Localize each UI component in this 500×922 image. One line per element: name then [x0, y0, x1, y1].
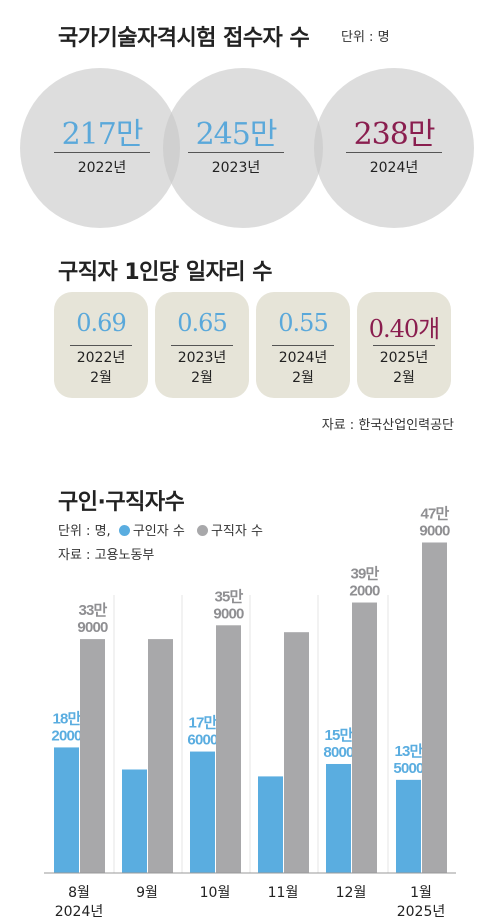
divider — [188, 152, 284, 153]
bar-job-offers — [258, 776, 283, 873]
data-label: 9000 — [419, 522, 450, 539]
divider — [373, 345, 435, 346]
x-tick-label: 11월 — [268, 885, 299, 901]
exam-applicants-unit: 단위 : 명 — [341, 30, 390, 45]
bar-job-seekers — [148, 639, 173, 873]
data-label: 17만 — [188, 715, 217, 732]
data-label: 5000 — [393, 760, 424, 777]
legend-label-seekers: 구직자 수 — [210, 524, 263, 539]
bar-job-offers — [326, 763, 351, 873]
legend-dot-seekers — [196, 525, 208, 536]
bar-job-offers — [54, 747, 79, 873]
x-tick-year-label: 2025년 — [397, 904, 446, 920]
bar-chart: 18만200033만90008월2024년9월17만600035만900010월… — [44, 505, 456, 920]
x-tick-label: 10월 — [200, 885, 231, 901]
data-label: 2000 — [51, 727, 82, 744]
data-label: 18만 — [52, 710, 81, 727]
ratio-2025-date: 2025년 2월 — [379, 350, 429, 386]
circle-2022 — [20, 68, 180, 228]
bar-job-seekers — [284, 632, 309, 873]
chart-title: 구인·구직자수 — [58, 490, 185, 515]
divider — [346, 152, 442, 153]
ratio-2022-value: 0.69 — [76, 309, 126, 337]
divider — [70, 345, 132, 346]
x-tick-label: 9월 — [136, 885, 158, 901]
bar-job-seekers — [422, 542, 447, 873]
applicants-2024-year: 2024년 — [369, 160, 419, 176]
data-label: 33만 — [78, 602, 107, 619]
data-label: 9000 — [77, 619, 108, 636]
legend-label-offers: 구인자 수 — [132, 524, 185, 539]
divider — [171, 345, 233, 346]
x-tick-label: 1월 — [410, 885, 432, 901]
data-label: 2000 — [349, 583, 380, 600]
data-label: 9000 — [213, 605, 244, 622]
applicants-2023-value: 245만 — [195, 117, 278, 152]
divider — [272, 345, 334, 346]
data-label: 47만 — [420, 505, 449, 522]
data-label: 15만 — [324, 727, 353, 744]
bar-job-seekers — [352, 602, 377, 873]
ratio-2024-date: 2024년 2월 — [278, 350, 328, 386]
x-tick-year-label: 2024년 — [55, 904, 104, 920]
applicants-2024-value: 238만 — [353, 117, 436, 152]
chart-source: 자료 : 고용노동부 — [58, 548, 155, 563]
ratio-2024-value: 0.55 — [278, 309, 328, 337]
circle-2023 — [163, 68, 323, 228]
ratio-2023-value: 0.65 — [177, 309, 227, 337]
data-label: 6000 — [187, 732, 218, 749]
bar-job-seekers — [216, 625, 241, 873]
divider — [54, 152, 150, 153]
jobs-source: 자료 : 한국산업인력공단 — [321, 418, 454, 433]
x-tick-label: 8월 — [68, 885, 90, 901]
ratio-2022-date: 2022년 2월 — [76, 350, 126, 386]
legend-dot-seekers-offers — [118, 525, 130, 536]
bar-job-offers — [122, 769, 147, 873]
bar-job-offers — [396, 779, 421, 873]
applicants-2022-year: 2022년 — [77, 160, 127, 176]
circle-2024 — [314, 68, 474, 228]
ratio-2025-value: 0.40개 — [368, 315, 441, 343]
applicants-2022-value: 217만 — [61, 117, 144, 152]
exam-applicants-title: 국가기술자격시험 접수자 수 — [58, 26, 310, 51]
bar-job-seekers — [80, 639, 105, 873]
data-label: 8000 — [323, 744, 354, 761]
x-tick-label: 12월 — [336, 885, 367, 901]
chart-unit: 단위 : 명, — [58, 524, 111, 539]
applicants-2023-year: 2023년 — [211, 160, 261, 176]
ratio-2023-date: 2023년 2월 — [177, 350, 227, 386]
data-label: 13만 — [394, 743, 423, 760]
chart-legend: 단위 : 명, 구인자 수 구직자 수 — [58, 520, 263, 539]
data-label: 39만 — [350, 566, 379, 583]
data-label: 35만 — [214, 588, 243, 605]
bar-job-offers — [190, 751, 215, 873]
jobs-per-seeker-title: 구직자 1인당 일자리 수 — [58, 260, 272, 285]
